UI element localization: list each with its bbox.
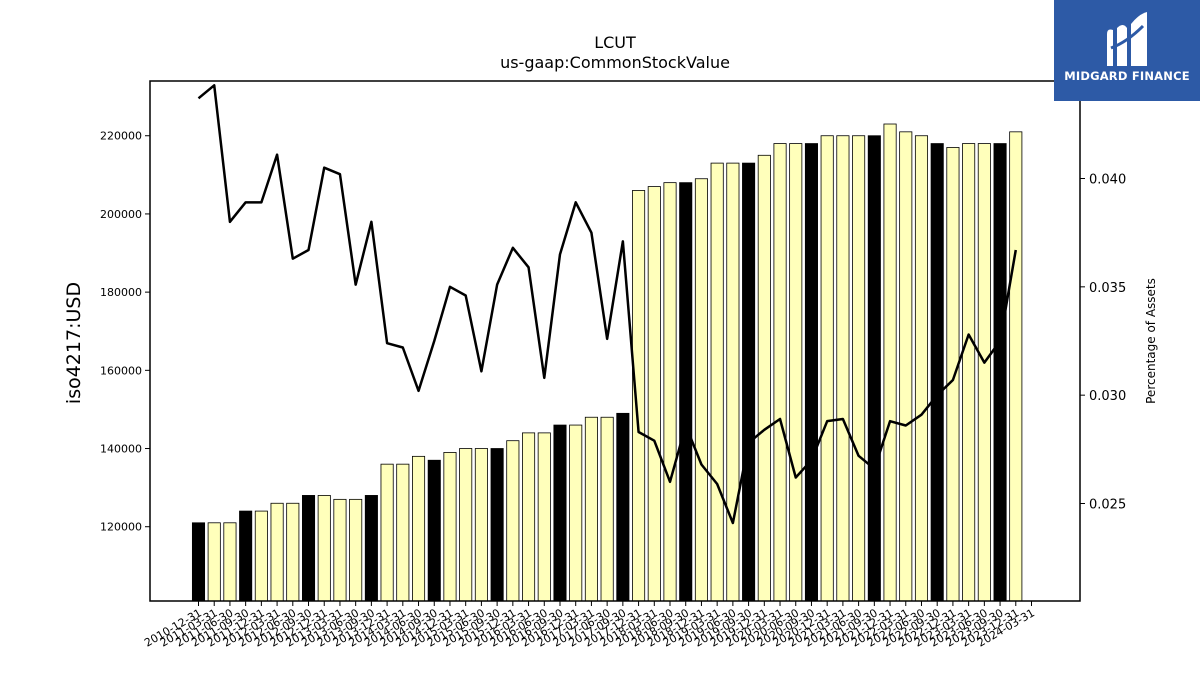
bar	[223, 522, 237, 602]
bar	[443, 452, 457, 602]
bar	[757, 154, 771, 602]
bar	[632, 190, 646, 602]
bar	[553, 424, 567, 602]
line-series	[197, 84, 1018, 525]
bar	[396, 463, 410, 602]
right-axis: 0.025 0.030 0.035 0.040	[1080, 173, 1126, 513]
bar	[679, 182, 693, 602]
bar	[207, 522, 221, 602]
bar	[993, 143, 1007, 602]
bar	[852, 135, 866, 602]
bar	[742, 162, 756, 602]
bar	[584, 416, 598, 602]
percentage-line	[197, 84, 1018, 525]
bar	[914, 135, 929, 602]
y-axis-label: iso4217:USD	[63, 282, 85, 404]
bar	[663, 182, 677, 602]
y2-axis-label: Percentage of Assets	[1144, 278, 1158, 404]
bar	[977, 143, 991, 602]
bar	[647, 186, 661, 602]
bar	[946, 147, 960, 602]
bar	[333, 498, 347, 602]
y2-tick-label: 0.040	[1089, 173, 1126, 188]
bar	[286, 502, 300, 602]
bar	[522, 432, 536, 602]
chart-title: LCUT	[594, 33, 636, 52]
bar	[506, 440, 520, 602]
bar	[317, 495, 331, 602]
y-tick-label: 180000	[100, 286, 142, 299]
bar	[239, 510, 253, 602]
bar	[1009, 131, 1023, 602]
bar	[490, 448, 504, 602]
y-tick-label: 160000	[100, 364, 142, 377]
y-tick-label: 140000	[100, 443, 142, 456]
bar	[899, 131, 913, 602]
bar	[459, 448, 473, 602]
bar	[569, 424, 583, 602]
bar	[427, 459, 441, 602]
bar	[710, 162, 724, 602]
bar	[726, 162, 740, 602]
bar	[349, 498, 363, 602]
bar	[537, 432, 551, 602]
bar	[412, 455, 426, 602]
bar	[930, 143, 944, 602]
bar	[474, 448, 488, 602]
bar	[867, 135, 881, 602]
brand-logo: MIDGARD FINANCE	[1054, 0, 1200, 101]
bar	[694, 178, 708, 602]
y-tick-label: 120000	[100, 521, 142, 534]
bar	[883, 123, 897, 602]
logo-text: MIDGARD FINANCE	[1064, 69, 1190, 83]
bar	[789, 143, 803, 602]
bar	[773, 143, 787, 602]
bar-series	[191, 123, 1023, 602]
bar	[301, 495, 316, 602]
y-tick-label: 200000	[100, 208, 142, 221]
bar	[836, 135, 850, 602]
midgard-logo-icon	[1107, 12, 1147, 66]
y2-tick-label: 0.035	[1089, 281, 1126, 296]
bar	[962, 143, 976, 602]
plot-frame	[149, 80, 1081, 602]
left-axis: 120000 140000 160000 180000 200000 220000	[100, 130, 150, 534]
y2-tick-label: 0.025	[1089, 498, 1126, 513]
x-axis: 2010-12-312011-03-312011-06-302011-09-30…	[142, 601, 1037, 650]
y2-tick-label: 0.030	[1089, 389, 1126, 404]
bar	[364, 495, 378, 602]
y-tick-label: 220000	[100, 130, 142, 143]
bar	[254, 510, 268, 602]
bar	[191, 522, 206, 602]
bar	[600, 416, 614, 602]
bar	[616, 412, 630, 602]
chart-subtitle: us-gaap:CommonStockValue	[500, 53, 730, 72]
bar	[804, 143, 818, 602]
bar	[820, 135, 834, 602]
bar	[380, 463, 394, 602]
bar	[270, 502, 284, 602]
